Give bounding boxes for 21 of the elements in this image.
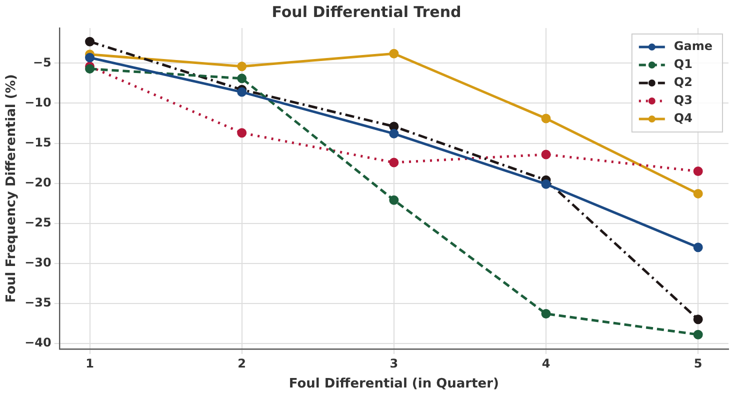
y-axis-title: Foul Frequency Differential (%): [4, 74, 20, 303]
x-tick-label: 1: [86, 356, 94, 370]
legend-label: Q1: [674, 57, 692, 72]
y-tick-label: −20: [24, 175, 52, 190]
y-tick-label: −40: [24, 336, 52, 350]
x-tick-label: 2: [238, 356, 246, 370]
y-tick-label: −10: [24, 95, 52, 110]
legend-label: Game: [674, 39, 713, 54]
chart-title: Foul Differential Trend: [272, 2, 462, 21]
legend-label: Q3: [674, 93, 692, 108]
x-axis-title: Foul Differential (in Quarter): [288, 376, 499, 392]
y-tick-label: −15: [24, 135, 52, 150]
x-tick-label: 4: [542, 356, 550, 370]
x-tick-label: 5: [694, 356, 702, 370]
x-tick-label: 3: [390, 356, 398, 370]
y-tick-label: −5: [32, 55, 52, 70]
legend-label: Q4: [674, 111, 692, 126]
y-tick-label: −35: [24, 295, 52, 310]
y-tick-label: −25: [24, 215, 52, 230]
y-tick-label: −30: [24, 255, 52, 270]
legend-label: Q2: [674, 75, 692, 90]
